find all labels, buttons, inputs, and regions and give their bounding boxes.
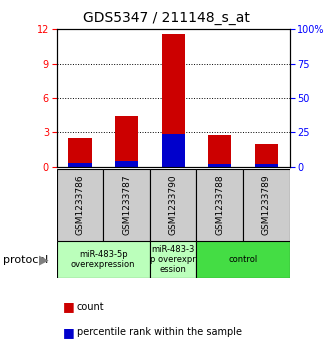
- Bar: [57, 241, 150, 278]
- Text: GSM1233790: GSM1233790: [168, 175, 178, 236]
- Text: GSM1233789: GSM1233789: [262, 175, 271, 236]
- Text: GDS5347 / 211148_s_at: GDS5347 / 211148_s_at: [83, 11, 250, 25]
- Bar: [196, 169, 243, 241]
- Text: percentile rank within the sample: percentile rank within the sample: [77, 327, 241, 337]
- Text: protocol: protocol: [3, 254, 49, 265]
- Text: ■: ■: [63, 326, 75, 339]
- Text: GSM1233787: GSM1233787: [122, 175, 131, 236]
- Text: miR-483-5p
overexpression: miR-483-5p overexpression: [71, 250, 136, 269]
- Bar: [243, 169, 290, 241]
- Text: GSM1233786: GSM1233786: [75, 175, 85, 236]
- Bar: [68, 163, 92, 167]
- Bar: [57, 169, 103, 241]
- Text: count: count: [77, 302, 104, 312]
- Bar: [208, 164, 231, 167]
- Bar: [255, 163, 278, 167]
- Text: GSM1233788: GSM1233788: [215, 175, 224, 236]
- Bar: [115, 161, 138, 167]
- Text: miR-483-3
p overexpr
ession: miR-483-3 p overexpr ession: [150, 245, 196, 274]
- Text: control: control: [228, 255, 258, 264]
- Bar: [162, 134, 185, 167]
- Bar: [150, 169, 196, 241]
- Bar: [115, 117, 138, 167]
- Bar: [150, 241, 196, 278]
- Text: ■: ■: [63, 300, 75, 313]
- Bar: [196, 241, 290, 278]
- Bar: [162, 34, 185, 167]
- Bar: [103, 169, 150, 241]
- Text: ▶: ▶: [39, 253, 48, 266]
- Bar: [208, 135, 231, 167]
- Bar: [68, 138, 92, 167]
- Bar: [255, 144, 278, 167]
